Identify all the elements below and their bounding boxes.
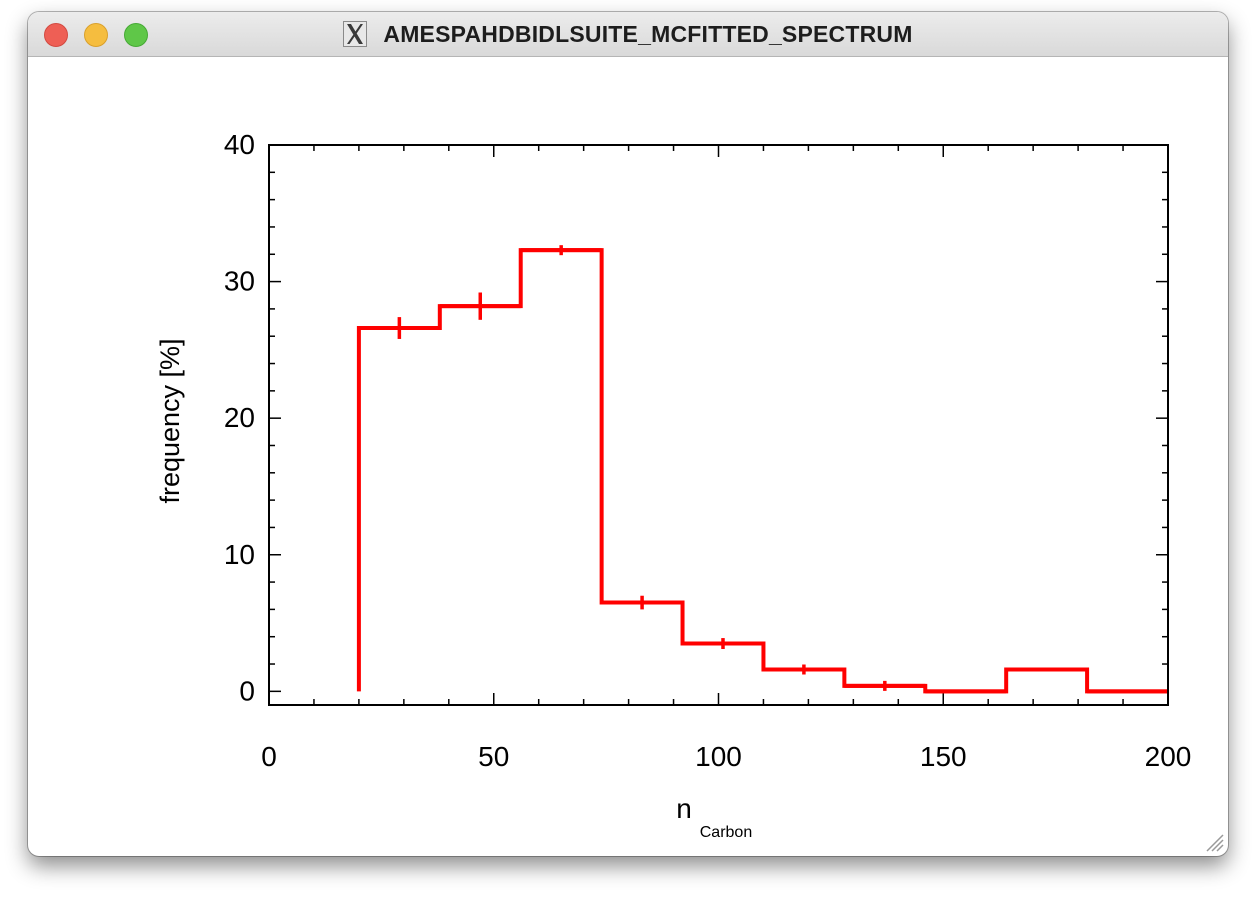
x-tick-label: 100 bbox=[695, 741, 742, 772]
y-axis-label: frequency [%] bbox=[155, 338, 185, 503]
tick-labels: 0 50 100 150 200 0 10 20 30 40 bbox=[224, 129, 1192, 772]
x-tick-label: 200 bbox=[1145, 741, 1192, 772]
x-axis-label-subscript: Carbon bbox=[700, 824, 752, 841]
histogram-series bbox=[356, 245, 1168, 694]
plot-window: AMESPAHDBIDLSUITE_MCFITTED_SPECTRUM 0 50 1… bbox=[28, 12, 1228, 856]
x-tick-label: 0 bbox=[261, 741, 277, 772]
x-tick-label: 150 bbox=[920, 741, 967, 772]
plot-frame bbox=[268, 144, 1169, 706]
title-group: AMESPAHDBIDLSUITE_MCFITTED_SPECTRUM bbox=[28, 12, 1228, 56]
histogram-plot: 0 50 100 150 200 0 10 20 30 40 frequency [%] n Ca… bbox=[155, 129, 1192, 841]
y-tick-label: 40 bbox=[224, 129, 255, 160]
x-axis-label: n bbox=[676, 793, 692, 824]
window-title: AMESPAHDBIDLSUITE_MCFITTED_SPECTRUM bbox=[383, 20, 913, 47]
resize-grip-icon[interactable] bbox=[1199, 827, 1225, 853]
title-bar[interactable]: AMESPAHDBIDLSUITE_MCFITTED_SPECTRUM bbox=[28, 12, 1228, 57]
y-tick-label: 10 bbox=[224, 539, 255, 570]
y-tick-label: 20 bbox=[224, 402, 255, 433]
zoom-button[interactable] bbox=[124, 23, 148, 47]
minimize-button[interactable] bbox=[84, 23, 108, 47]
x-tick-label: 50 bbox=[478, 741, 509, 772]
y-tick-label: 30 bbox=[224, 266, 255, 297]
axis-ticks bbox=[268, 144, 1169, 705]
y-tick-label: 0 bbox=[239, 675, 255, 706]
x11-icon bbox=[343, 21, 368, 47]
close-button[interactable] bbox=[44, 23, 68, 47]
